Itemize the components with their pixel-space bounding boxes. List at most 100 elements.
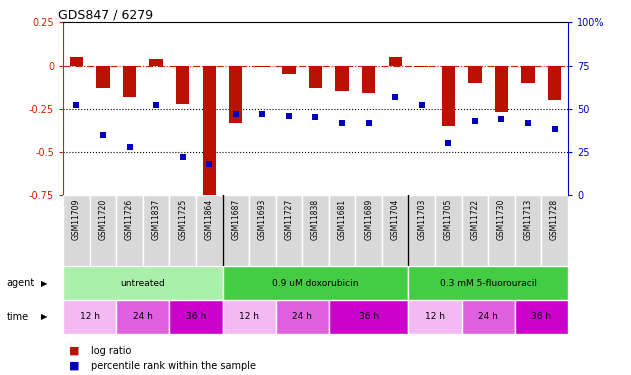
Bar — [116, 300, 169, 334]
Bar — [382, 195, 408, 266]
Bar — [223, 300, 276, 334]
Bar — [282, 66, 295, 74]
Bar — [541, 195, 568, 266]
Point — [310, 114, 321, 120]
Text: log ratio: log ratio — [91, 346, 132, 355]
Point — [284, 112, 294, 118]
Bar — [203, 66, 216, 200]
Bar — [249, 195, 276, 266]
Bar — [415, 66, 428, 68]
Bar — [462, 195, 488, 266]
Bar — [196, 195, 223, 266]
Bar — [309, 66, 322, 88]
Text: GSM11837: GSM11837 — [151, 199, 160, 240]
Bar — [63, 266, 223, 300]
Point — [71, 102, 81, 108]
Text: GSM11726: GSM11726 — [125, 199, 134, 240]
Point — [550, 126, 560, 132]
Bar — [63, 195, 90, 266]
Bar — [143, 195, 169, 266]
Bar — [362, 66, 375, 93]
Bar — [435, 195, 462, 266]
Text: 0.9 uM doxorubicin: 0.9 uM doxorubicin — [272, 279, 359, 288]
Bar — [116, 195, 143, 266]
Point — [231, 111, 241, 117]
Bar — [515, 195, 541, 266]
Bar — [90, 195, 116, 266]
Text: GSM11730: GSM11730 — [497, 199, 506, 240]
Text: GSM11722: GSM11722 — [471, 199, 480, 240]
Bar — [302, 195, 329, 266]
Text: 36 h: 36 h — [531, 312, 551, 321]
Point — [337, 120, 347, 126]
Bar — [169, 195, 196, 266]
Bar — [355, 195, 382, 266]
Bar — [223, 266, 408, 300]
Text: GSM11720: GSM11720 — [98, 199, 107, 240]
Text: GSM11693: GSM11693 — [258, 199, 267, 240]
Text: 24 h: 24 h — [292, 312, 312, 321]
Text: GSM11725: GSM11725 — [178, 199, 187, 240]
Text: GSM11709: GSM11709 — [72, 199, 81, 240]
Text: GDS847 / 6279: GDS847 / 6279 — [58, 8, 153, 21]
Text: ▶: ▶ — [41, 312, 47, 321]
Text: 0.3 mM 5-fluorouracil: 0.3 mM 5-fluorouracil — [440, 279, 537, 288]
Bar — [521, 66, 534, 83]
Bar — [256, 66, 269, 68]
Text: GSM11727: GSM11727 — [285, 199, 293, 240]
Point — [257, 111, 268, 117]
Text: GSM11687: GSM11687 — [232, 199, 240, 240]
Text: agent: agent — [6, 278, 35, 288]
Bar — [123, 66, 136, 97]
Bar — [70, 57, 83, 66]
Bar — [229, 66, 242, 123]
Bar — [389, 57, 402, 66]
Bar — [488, 195, 515, 266]
Bar — [408, 300, 462, 334]
Text: GSM11689: GSM11689 — [364, 199, 373, 240]
Text: 24 h: 24 h — [478, 312, 498, 321]
Point — [470, 118, 480, 124]
Text: 12 h: 12 h — [80, 312, 100, 321]
Text: GSM11713: GSM11713 — [524, 199, 533, 240]
Bar — [495, 66, 508, 112]
Text: GSM11681: GSM11681 — [338, 199, 346, 240]
Bar — [408, 266, 568, 300]
Bar — [63, 300, 116, 334]
Text: ▶: ▶ — [41, 279, 47, 288]
Bar — [329, 300, 408, 334]
Text: untreated: untreated — [121, 279, 165, 288]
Bar — [462, 300, 515, 334]
Text: percentile rank within the sample: percentile rank within the sample — [91, 361, 256, 370]
Bar — [408, 195, 435, 266]
Point — [124, 144, 134, 150]
Point — [416, 102, 427, 108]
Bar — [169, 300, 223, 334]
Text: 36 h: 36 h — [186, 312, 206, 321]
Bar — [329, 195, 355, 266]
Bar — [276, 195, 302, 266]
Bar — [336, 66, 349, 92]
Point — [444, 140, 454, 146]
Point — [363, 120, 374, 126]
Bar — [176, 66, 189, 104]
Bar — [515, 300, 568, 334]
Text: 12 h: 12 h — [425, 312, 445, 321]
Bar — [150, 59, 163, 66]
Bar — [97, 66, 110, 88]
Text: 24 h: 24 h — [133, 312, 153, 321]
Text: GSM11704: GSM11704 — [391, 199, 399, 240]
Text: ■: ■ — [69, 346, 80, 355]
Bar — [223, 195, 249, 266]
Text: 36 h: 36 h — [358, 312, 379, 321]
Text: GSM11703: GSM11703 — [417, 199, 427, 240]
Point — [390, 94, 400, 100]
Text: time: time — [6, 312, 28, 322]
Point — [523, 120, 533, 126]
Text: GSM11705: GSM11705 — [444, 199, 453, 240]
Text: 12 h: 12 h — [239, 312, 259, 321]
Text: GSM11864: GSM11864 — [204, 199, 214, 240]
Point — [497, 116, 507, 122]
Point — [98, 132, 108, 138]
Bar — [468, 66, 481, 83]
